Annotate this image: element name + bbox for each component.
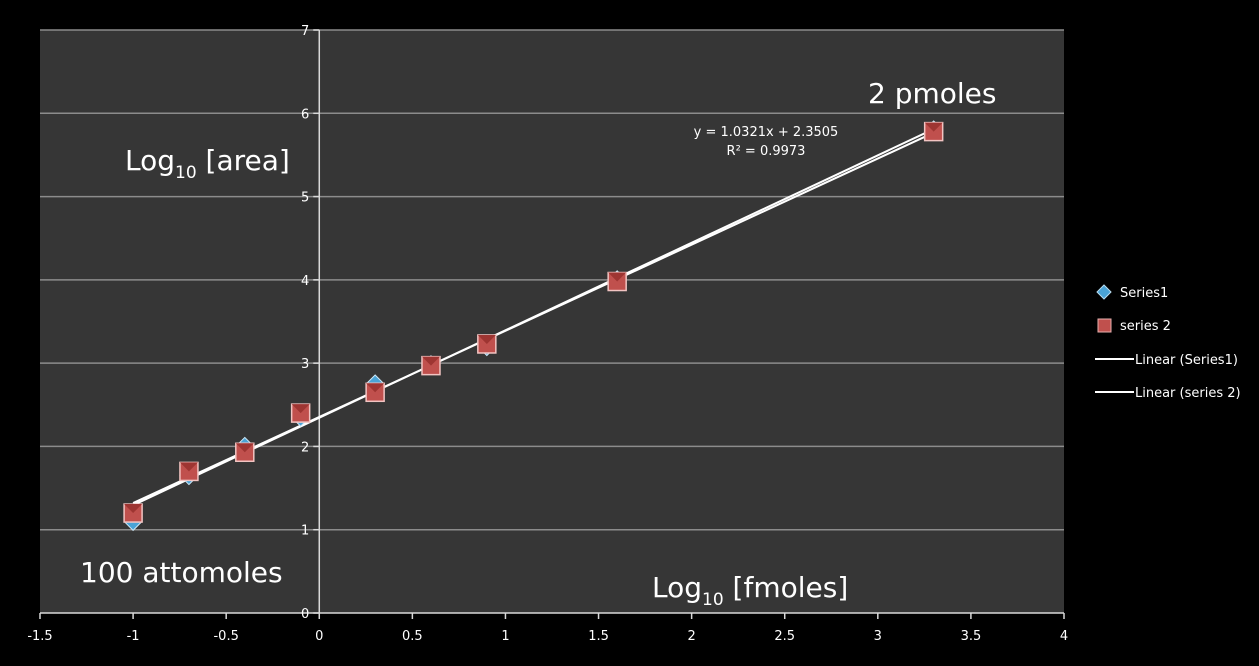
- series2-point-shade: [421, 356, 440, 366]
- x-tick-label: 4: [1060, 629, 1068, 644]
- legend-label-series1: Series1: [1120, 286, 1168, 301]
- trendline-2: [132, 131, 935, 504]
- x-tick-label: 1.5: [588, 629, 609, 644]
- gridlines: [40, 29, 1064, 531]
- legend-square-icon: [1097, 318, 1112, 333]
- series2-point-shade: [124, 504, 143, 514]
- legend-label-series2: series 2: [1120, 319, 1171, 334]
- y-tick-label: 3: [301, 357, 309, 372]
- y-tick-label: 2: [301, 440, 309, 455]
- series2-point-shade: [235, 443, 254, 453]
- x-axis-annotation: Log10 [fmoles]: [652, 571, 848, 610]
- legend-item-series1[interactable]: Series1: [1096, 284, 1168, 301]
- plot-area: [40, 30, 1064, 613]
- series2-point-shade: [924, 122, 943, 132]
- low-annotation: 100 attomoles: [80, 556, 283, 589]
- series2-point[interactable]: [421, 355, 441, 376]
- legend-diamond-icon: [1096, 284, 1112, 300]
- series2-point[interactable]: [290, 403, 311, 423]
- legend-item-series2[interactable]: series 2: [1097, 318, 1171, 334]
- x-tick-label: 3.5: [961, 629, 982, 644]
- series2-point-shade: [366, 383, 385, 393]
- series2-point[interactable]: [365, 382, 385, 403]
- x-tick-label: 0: [315, 629, 323, 644]
- trendlines: [132, 128, 935, 507]
- series2-point-shade: [291, 404, 310, 414]
- series2-point[interactable]: [923, 121, 944, 142]
- x-tick-label: 0.5: [402, 629, 423, 644]
- legend-label-linear-series1: Linear (Series1): [1135, 353, 1238, 368]
- trendline-r-squared: R² = 0.9973: [727, 144, 806, 159]
- y-tick-label: 1: [301, 524, 309, 539]
- y-tick-label: 7: [301, 24, 309, 39]
- y-tick-label: 6: [301, 107, 309, 122]
- legend-label-linear-series2: Linear (series 2): [1135, 386, 1241, 401]
- legend-item-linear-series1[interactable]: Linear (Series1): [1095, 353, 1238, 368]
- x-tick-label: 3: [874, 629, 882, 644]
- legend-item-linear-series2[interactable]: Linear (series 2): [1095, 386, 1241, 401]
- high-annotation: 2 pmoles: [868, 77, 997, 110]
- x-tick-label: -1.5: [27, 629, 52, 644]
- x-tick-label: 1: [501, 629, 509, 644]
- series2-point-shade: [477, 334, 496, 344]
- series2-point-shade: [608, 272, 627, 282]
- x-axis-ticks: -1.5 -1 -0.5 0 0.5 1 1.5 2 2.5 3 3.5 4: [27, 613, 1068, 644]
- y-tick-label: 0: [301, 607, 309, 622]
- y-axis-ticks: 0 1 2 3 4 5 6 7: [301, 24, 320, 622]
- y-tick-label: 4: [301, 274, 309, 289]
- x-tick-label: -0.5: [213, 629, 238, 644]
- legend: Series1 series 2 Linear (Series1) Linear…: [1095, 284, 1241, 401]
- series2-point[interactable]: [123, 503, 143, 523]
- data-points: [123, 120, 944, 532]
- series2-point[interactable]: [179, 461, 199, 482]
- series2-point[interactable]: [477, 334, 497, 354]
- series2-point[interactable]: [607, 271, 627, 292]
- series2-point[interactable]: [235, 442, 255, 463]
- y-axis-annotation: Log10 [area]: [125, 144, 290, 183]
- series2-point-shade: [179, 462, 198, 472]
- axes: [40, 30, 1064, 614]
- x-tick-label: -1: [127, 629, 140, 644]
- trendline-equation: y = 1.0321x + 2.3505: [694, 125, 839, 140]
- x-tick-label: 2.5: [774, 629, 795, 644]
- x-tick-label: 2: [687, 629, 695, 644]
- y-tick-label: 5: [301, 191, 309, 206]
